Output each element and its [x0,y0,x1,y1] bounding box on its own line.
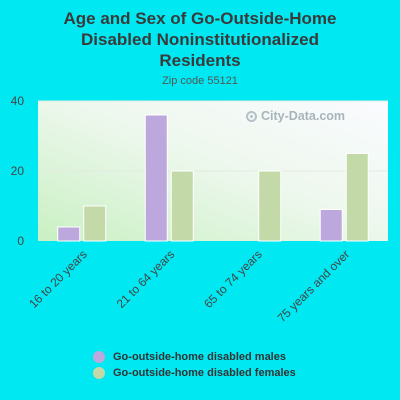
bar [57,226,81,242]
chart-subtitle: Zip code 55121 [162,75,238,87]
watermark: City-Data.com [246,109,345,123]
city-data-logo-icon [246,110,257,122]
y-tick-label: 20 [11,164,25,178]
bars [57,114,369,242]
legend-item-females: Go-outside-home disabled females [93,365,296,381]
bar [345,153,369,242]
bar [83,205,107,242]
chart-title: Age and Sex of Go-Outside-Home Disabled … [63,9,337,70]
watermark-text: City-Data.com [261,109,346,123]
grid-lines [38,100,388,172]
legend-swatch-females [93,367,105,379]
legend-label-females: Go-outside-home disabled females [113,367,296,379]
bar [170,170,194,242]
legend-item-males: Go-outside-home disabled males [93,349,296,365]
bar [319,209,343,242]
y-axis: 0 20 40 [11,94,25,248]
x-tick-label: 16 to 20 years [26,247,90,311]
y-tick-label: 0 [17,234,24,248]
x-tick-label: 65 to 74 years [201,247,265,311]
x-tick-label: 75 years and over [275,247,353,325]
x-tick-label: 21 to 64 years [114,247,178,311]
legend: Go-outside-home disabled males Go-outsid… [93,349,296,381]
legend-label-males: Go-outside-home disabled males [113,351,286,363]
bar [258,170,282,242]
x-axis: 16 to 20 years 21 to 64 years 65 to 74 yea… [26,247,352,325]
bar [144,114,168,242]
legend-swatch-males [93,351,105,363]
y-tick-label: 40 [11,94,25,108]
